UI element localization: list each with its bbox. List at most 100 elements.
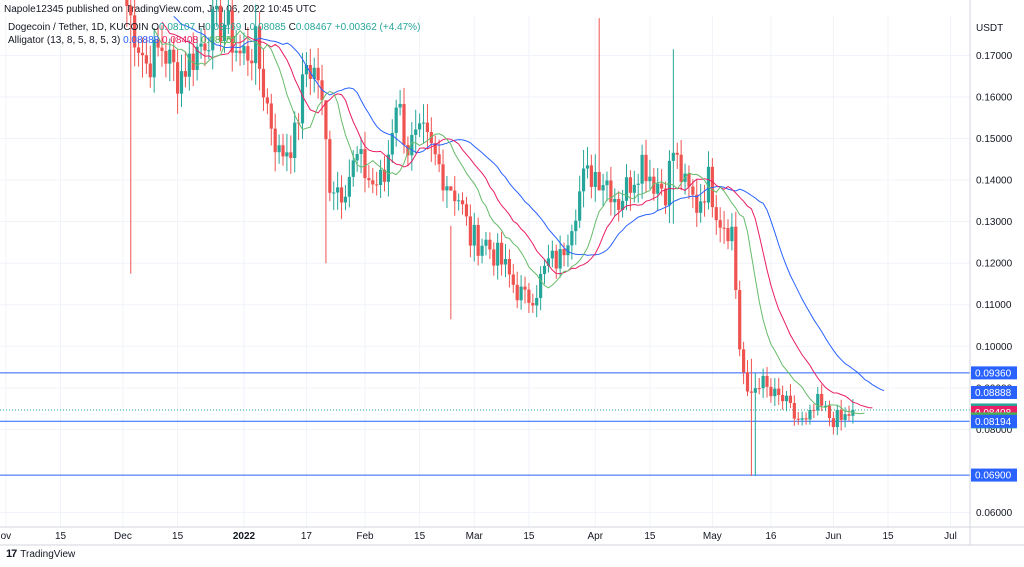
candle-body xyxy=(250,60,254,64)
candle-body xyxy=(191,53,195,70)
candle-body xyxy=(371,180,375,185)
candle-body xyxy=(710,166,714,208)
candle-body xyxy=(734,226,738,291)
candle-body xyxy=(460,200,465,205)
candle-body xyxy=(265,97,269,104)
x-tick-label: ov xyxy=(1,531,12,542)
candle-body xyxy=(476,224,480,256)
candle-body xyxy=(609,180,613,203)
x-tick-label: 15 xyxy=(644,531,656,542)
candle-body xyxy=(468,216,472,246)
x-tick-label: 15 xyxy=(882,531,894,542)
candle-body xyxy=(328,139,332,193)
candle-body xyxy=(839,409,843,420)
price-label: 0.08194 xyxy=(975,417,1012,428)
candle-body xyxy=(269,103,273,129)
candle-body xyxy=(261,68,266,98)
y-tick-label: 0.16000 xyxy=(976,93,1013,104)
candle-body xyxy=(589,165,593,187)
candle-body xyxy=(168,49,172,64)
close-label: C xyxy=(288,22,296,33)
candle-body xyxy=(648,176,652,182)
y-tick-label: 0.17000 xyxy=(976,51,1013,62)
candle-body xyxy=(164,50,168,64)
candle-body xyxy=(507,258,511,275)
x-axis-ticks: ov 15 Dec 15 2022 17 Feb 15 Mar 15 Apr 15 May 16 Jun 15… xyxy=(1,531,957,542)
candle-body xyxy=(378,169,383,185)
candle-body xyxy=(628,177,633,193)
close-value: 0.08467 xyxy=(295,22,332,33)
candle-body xyxy=(695,194,699,213)
candle-body xyxy=(656,183,660,194)
candle-body xyxy=(133,15,137,48)
candle-body xyxy=(687,173,691,187)
candle-body xyxy=(203,43,207,51)
candle-body xyxy=(457,200,461,202)
candle-body xyxy=(472,224,476,246)
x-tick-label: 16 xyxy=(765,531,777,542)
candle-body xyxy=(332,192,336,194)
candle-body xyxy=(706,166,711,203)
candle-body xyxy=(632,184,636,193)
candle-body xyxy=(722,227,726,229)
candle-body xyxy=(570,231,574,246)
candle-body xyxy=(293,122,297,159)
candle-body xyxy=(355,154,359,161)
candle-body xyxy=(702,201,707,203)
candle-body xyxy=(382,169,387,182)
price-label: 0.09360 xyxy=(975,368,1012,379)
alligator-lips-line xyxy=(153,29,865,415)
price-label-box xyxy=(971,366,1017,380)
candle-body xyxy=(414,129,418,135)
candle-body xyxy=(539,273,543,298)
candle-body xyxy=(566,245,570,256)
alligator-teeth-line xyxy=(161,21,873,409)
candle-body xyxy=(230,10,234,53)
candle-body xyxy=(511,274,515,285)
candle-body xyxy=(753,388,757,393)
candle-body xyxy=(148,63,152,78)
candle-body xyxy=(679,154,683,182)
candle-body xyxy=(726,228,730,242)
candle-body xyxy=(550,250,554,259)
candle-body xyxy=(667,160,672,206)
candle-body xyxy=(663,188,668,206)
candle-body xyxy=(453,190,457,202)
open-value: 0.08107 xyxy=(159,22,196,33)
candle-body xyxy=(749,391,754,393)
candle-body xyxy=(445,186,449,191)
candle-body xyxy=(742,349,746,373)
candles xyxy=(125,0,855,476)
candle-body xyxy=(800,418,804,420)
candle-body xyxy=(425,122,430,133)
candle-body xyxy=(492,249,496,266)
candle-body xyxy=(367,178,371,181)
candle-body xyxy=(152,39,156,78)
candle-body xyxy=(410,134,414,156)
y-tick-label: 0.11000 xyxy=(976,300,1012,311)
candle-body xyxy=(437,154,441,165)
candle-body xyxy=(691,186,695,195)
candle-body xyxy=(757,388,761,390)
candle-body xyxy=(289,152,293,159)
y-tick-label: 0.10000 xyxy=(976,342,1013,353)
candle-body xyxy=(359,149,363,155)
candle-body xyxy=(125,0,129,7)
candle-body xyxy=(234,50,238,53)
x-tick-label: Mar xyxy=(466,531,484,542)
candle-body xyxy=(242,46,246,54)
candle-body xyxy=(316,67,320,81)
candle-body xyxy=(777,388,781,396)
candle-body xyxy=(601,185,605,191)
candle-body xyxy=(488,239,492,250)
symbol-name: Dogecoin / Tether, 1D, KUCOIN xyxy=(8,22,149,33)
alligator-legend: Alligator (13, 8, 5, 8, 5, 3) 0.08888 0.… xyxy=(8,35,237,46)
x-tick-label: 15 xyxy=(414,531,426,542)
candle-body xyxy=(574,220,578,232)
candle-body xyxy=(222,24,227,41)
candle-body xyxy=(140,52,145,56)
x-tick-label: 15 xyxy=(172,531,184,542)
candle-body xyxy=(796,418,800,420)
candle-body xyxy=(761,375,765,389)
